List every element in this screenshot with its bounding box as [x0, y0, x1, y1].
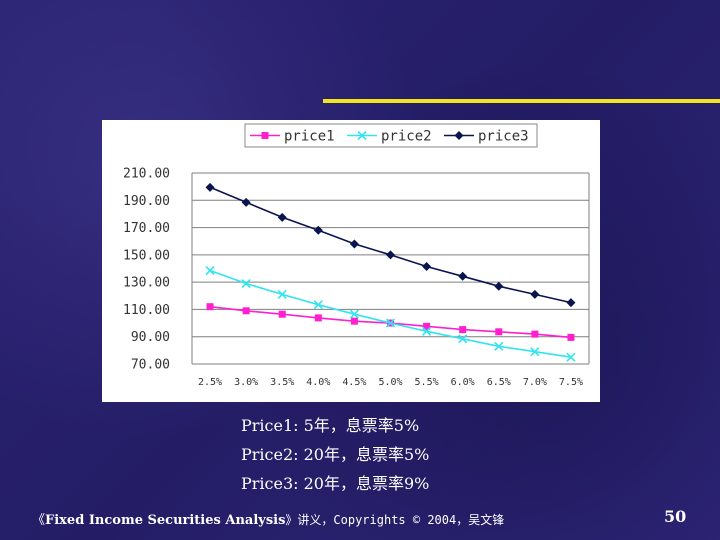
point-price3: [566, 298, 576, 308]
point-price1: [206, 303, 214, 311]
y-tick-label: 70.00: [131, 358, 170, 373]
point-price3: [458, 271, 468, 281]
point-price1: [350, 317, 358, 325]
point-price2: [422, 326, 432, 336]
point-price1: [495, 328, 503, 336]
point-price3: [205, 182, 215, 192]
x-tick-label: 3.0%: [234, 377, 258, 388]
point-price2: [241, 278, 251, 289]
price-chart: price1 price2 price3 210.00 190.00 170.00 150.…: [123, 123, 590, 388]
point-price1: [459, 326, 467, 334]
x-tick-label: 5.0%: [378, 377, 402, 388]
y-tick-label: 210.00: [123, 167, 170, 182]
legend-label-price1: price1: [284, 129, 335, 145]
point-price2: [494, 341, 504, 351]
point-price2: [205, 265, 215, 276]
page-number: 50: [664, 507, 687, 526]
point-price2: [566, 352, 576, 362]
footer-open-quote: 《: [32, 513, 46, 528]
point-price3: [241, 197, 251, 207]
x-tick-label: 3.5%: [270, 377, 294, 388]
point-price3: [349, 239, 359, 249]
point-price3: [277, 212, 287, 222]
note-price2: Price2: 20年，息票率5%: [241, 445, 430, 464]
point-price3: [494, 281, 504, 291]
point-price3: [386, 250, 395, 260]
legend-label-price3: price3: [478, 129, 529, 145]
accent-line: [323, 99, 720, 103]
point-price2: [530, 347, 540, 357]
y-tick-label: 170.00: [123, 221, 170, 236]
point-price2: [458, 334, 468, 344]
x-tick-label: 7.5%: [559, 377, 583, 388]
y-tick-label: 110.00: [123, 303, 170, 318]
point-price1: [567, 333, 575, 341]
x-tick-label: 5.5%: [415, 377, 439, 388]
point-price2: [313, 300, 323, 310]
point-price1: [531, 330, 539, 338]
legend-marker-price3: [454, 131, 464, 140]
x-tick-label: 6.5%: [487, 377, 511, 388]
note-price1: Price1: 5年，息票率5%: [241, 416, 420, 435]
series-notes: Price1: 5年，息票率5% Price2: 20年，息票率5% Price…: [241, 411, 429, 498]
x-tick-label: 4.5%: [342, 377, 366, 388]
point-price1: [423, 322, 431, 330]
point-price3: [313, 225, 323, 235]
point-price3: [422, 261, 432, 271]
point-price2: [385, 318, 396, 328]
point-price1: [278, 310, 286, 318]
legend-label-price2: price2: [381, 129, 432, 145]
y-tick-label: 90.00: [131, 330, 170, 345]
series-line-price3: [209, 186, 572, 304]
x-tick-label: 4.0%: [306, 377, 330, 388]
chart-panel: price1 price2 price3 210.00 190.00 170.00 150.…: [102, 120, 600, 402]
footer-copyright: 》讲义，Copyrights © 2004，吴文锋: [285, 513, 505, 527]
x-tick-label: 2.5%: [198, 377, 222, 388]
legend-marker-price2: [357, 130, 367, 141]
point-price2: [277, 289, 287, 299]
point-price1: [314, 314, 322, 322]
legend-marker-price1: [261, 132, 269, 139]
series-line-price2: [209, 269, 572, 358]
legend-box: [244, 123, 538, 148]
x-tick-label: 6.0%: [451, 377, 475, 388]
note-price3: Price3: 20年，息票率9%: [241, 474, 430, 493]
footer-course-title: Fixed Income Securities Analysis: [45, 513, 286, 528]
y-tick-label: 190.00: [123, 194, 170, 209]
point-price2: [349, 309, 359, 319]
y-tick-label: 150.00: [123, 248, 170, 263]
x-tick-label: 7.0%: [523, 377, 547, 388]
footer: 《Fixed Income Securities Analysis》讲义，Cop…: [32, 509, 504, 528]
y-tick-label: 130.00: [123, 276, 170, 291]
point-price3: [530, 289, 540, 299]
point-price1: [242, 307, 250, 315]
